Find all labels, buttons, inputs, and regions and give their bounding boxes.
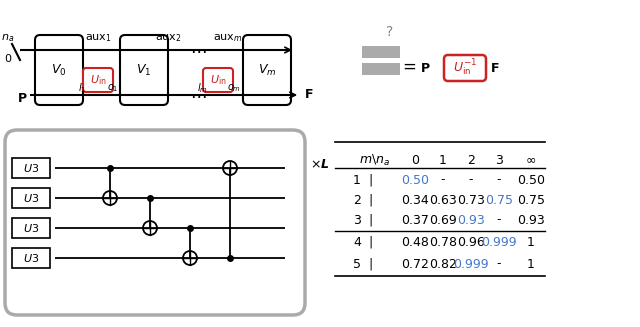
Text: 0.96: 0.96 [457,235,485,249]
FancyBboxPatch shape [35,35,83,105]
Text: $n_a$: $n_a$ [1,32,15,44]
Text: $\cdots$: $\cdots$ [189,41,206,59]
FancyBboxPatch shape [5,130,305,315]
Text: $l_m$: $l_m$ [196,81,207,95]
Text: ?: ? [387,25,394,39]
Text: $\mathbf{F}$: $\mathbf{F}$ [304,89,314,101]
Text: $\mathbf{P}$: $\mathbf{P}$ [17,92,28,105]
Text: $U3$: $U3$ [23,162,39,174]
Text: 0.82: 0.82 [429,257,457,270]
Text: 0.78: 0.78 [429,235,457,249]
Text: $\cdots$: $\cdots$ [189,86,206,104]
Text: -: - [468,174,473,186]
FancyBboxPatch shape [362,46,400,58]
Text: $o_1$: $o_1$ [108,82,119,94]
Text: 0: 0 [411,153,419,166]
Text: 3: 3 [353,214,361,227]
Text: $o_m$: $o_m$ [227,82,241,94]
Text: 1: 1 [439,153,447,166]
Text: $U_{\rm in}^{-1}$: $U_{\rm in}^{-1}$ [453,58,477,78]
Text: 4: 4 [353,235,361,249]
Text: |: | [369,257,373,270]
Text: -: - [497,257,501,270]
Text: 1: 1 [353,174,361,186]
FancyBboxPatch shape [203,68,233,92]
Text: |: | [369,235,373,249]
Text: $\mathbf{P}$: $\mathbf{P}$ [420,61,431,75]
Text: 0.75: 0.75 [485,194,513,206]
Text: 1: 1 [527,235,535,249]
Text: 0.999: 0.999 [481,235,517,249]
Text: $U_{\rm in}$: $U_{\rm in}$ [210,73,227,87]
Text: -: - [441,174,445,186]
Text: $U3$: $U3$ [23,192,39,204]
FancyBboxPatch shape [362,63,400,75]
FancyBboxPatch shape [444,55,486,81]
Text: |: | [369,174,373,186]
FancyBboxPatch shape [12,158,50,178]
FancyBboxPatch shape [83,68,113,92]
Text: -: - [497,174,501,186]
Text: $U3$: $U3$ [23,252,39,264]
FancyBboxPatch shape [12,218,50,238]
Text: -: - [497,214,501,227]
Text: 5: 5 [353,257,361,270]
Text: $V_1$: $V_1$ [136,62,152,77]
Text: 0.999: 0.999 [453,257,489,270]
Text: 1: 1 [527,257,535,270]
Text: 0.37: 0.37 [401,214,429,227]
Text: $\infty$: $\infty$ [525,153,536,166]
Text: 0.73: 0.73 [457,194,485,206]
Text: $\mathrm{aux}_1$: $\mathrm{aux}_1$ [84,32,111,44]
Text: 3: 3 [495,153,503,166]
Text: 2: 2 [353,194,361,206]
Text: $U_{\rm in}$: $U_{\rm in}$ [90,73,106,87]
Text: $\mathrm{aux}_m$: $\mathrm{aux}_m$ [213,32,243,44]
Text: $\mathbf{F}$: $\mathbf{F}$ [490,61,499,75]
Text: 0.93: 0.93 [517,214,545,227]
Text: 0.72: 0.72 [401,257,429,270]
Text: |: | [369,194,373,206]
Text: 2: 2 [467,153,475,166]
Text: $\mathrm{aux}_2$: $\mathrm{aux}_2$ [155,32,181,44]
Text: 0.50: 0.50 [517,174,545,186]
FancyBboxPatch shape [12,188,50,208]
Text: $l_1$: $l_1$ [78,81,86,95]
Text: 0.69: 0.69 [429,214,457,227]
Text: $m\backslash n_a$: $m\backslash n_a$ [360,152,390,167]
Text: $0$: $0$ [4,52,12,64]
Text: |: | [369,214,373,227]
Text: 0.48: 0.48 [401,235,429,249]
Text: $V_0$: $V_0$ [51,62,67,77]
Text: 0.34: 0.34 [401,194,429,206]
Text: $=$: $=$ [399,57,417,75]
Text: 0.50: 0.50 [401,174,429,186]
Text: 0.63: 0.63 [429,194,457,206]
FancyBboxPatch shape [243,35,291,105]
FancyBboxPatch shape [12,248,50,268]
FancyBboxPatch shape [120,35,168,105]
Text: $\times \boldsymbol{L}$: $\times \boldsymbol{L}$ [310,159,330,171]
Text: $V_m$: $V_m$ [258,62,276,77]
Text: $U3$: $U3$ [23,222,39,234]
Text: 0.93: 0.93 [457,214,485,227]
Text: 0.75: 0.75 [517,194,545,206]
